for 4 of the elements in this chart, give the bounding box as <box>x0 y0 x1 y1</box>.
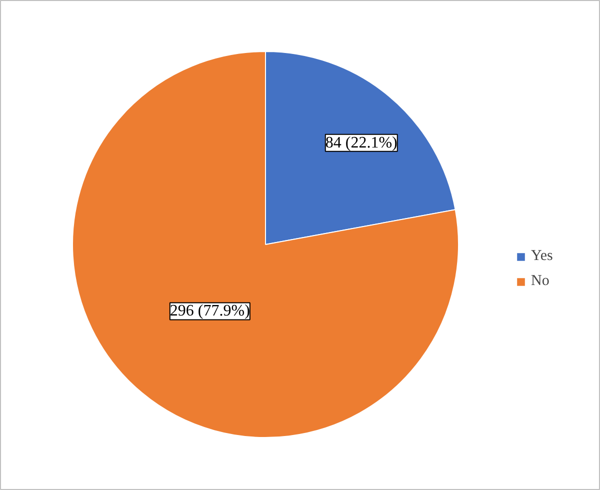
legend-label: No <box>531 273 550 290</box>
data-label: 296 (77.9%) <box>170 302 250 320</box>
legend-label: Yes <box>531 248 553 265</box>
data-label: 84 (22.1%) <box>325 134 398 152</box>
